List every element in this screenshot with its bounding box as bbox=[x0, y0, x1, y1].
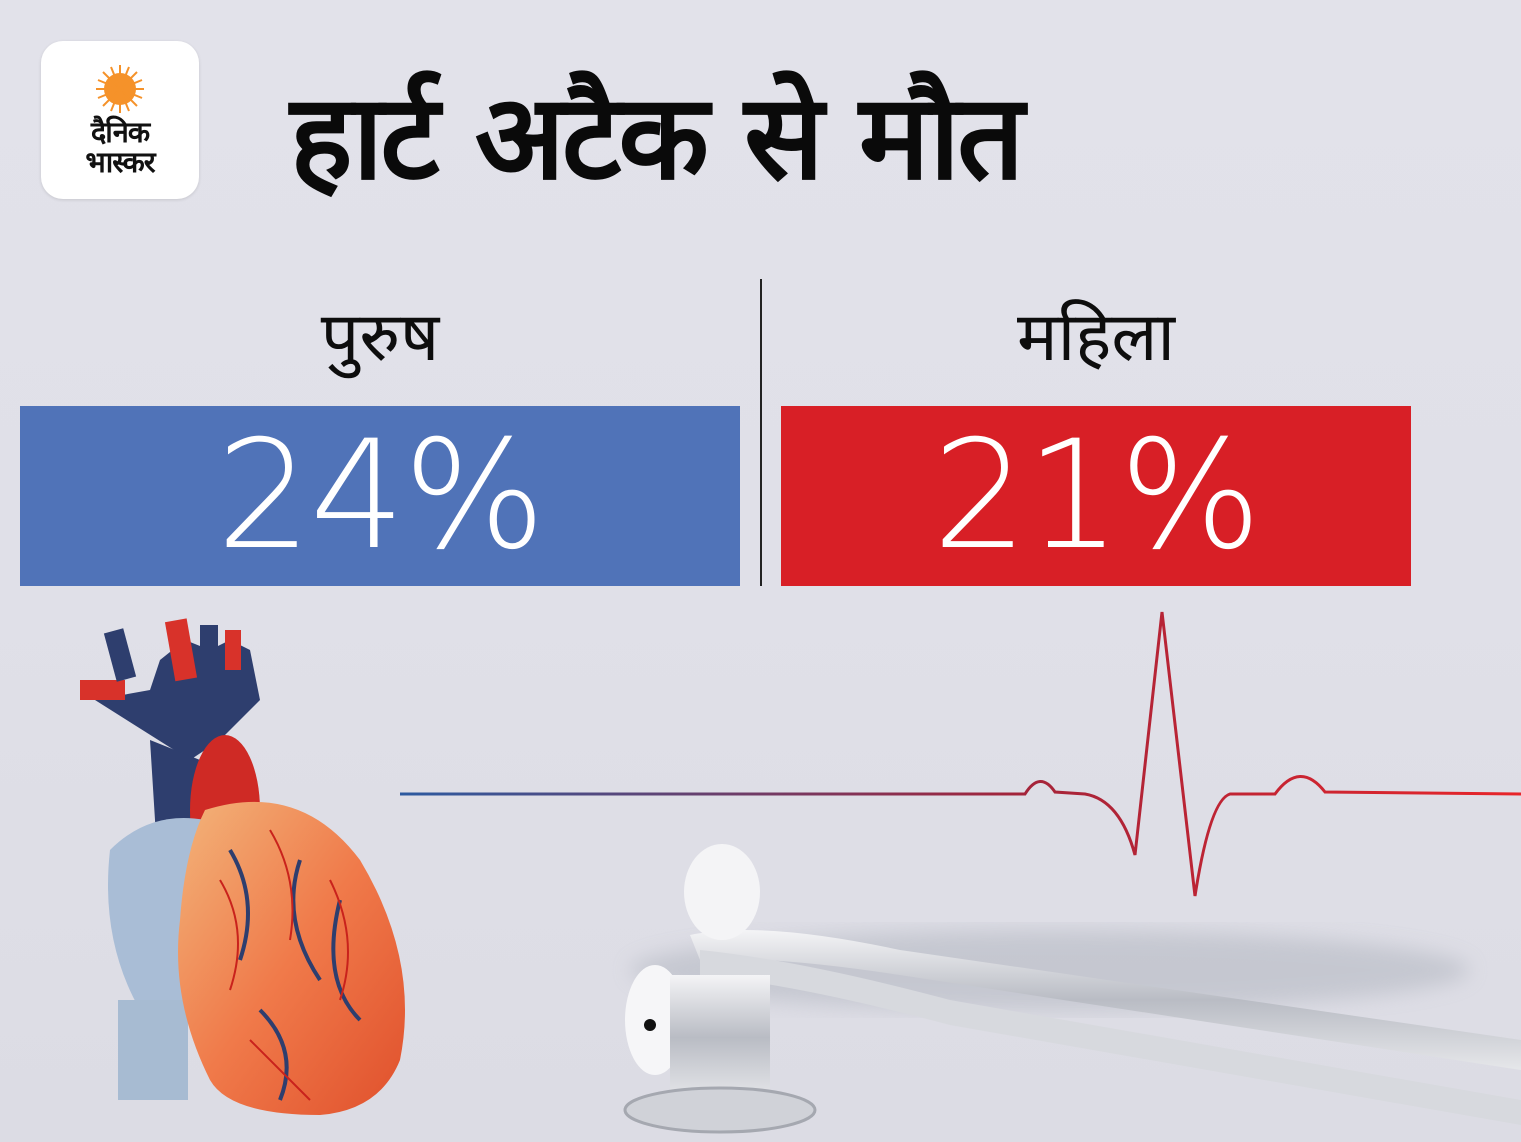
stethoscope-icon bbox=[623, 844, 1521, 1134]
stat-men-value: 24% bbox=[20, 406, 740, 586]
headline: हार्ट अटैक से मौत bbox=[290, 68, 1024, 206]
sun-icon bbox=[96, 65, 144, 113]
label-men: पुरुष bbox=[320, 298, 440, 377]
brand-name-line2: भास्कर bbox=[85, 145, 155, 179]
anatomical-heart-model-icon bbox=[80, 618, 405, 1115]
stat-women-value: 21% bbox=[781, 406, 1411, 586]
divider bbox=[760, 279, 762, 586]
heart-stethoscope-illustration bbox=[80, 618, 1521, 1134]
label-women: महिला bbox=[1016, 298, 1176, 377]
brand-logo: दैनिक भास्कर bbox=[41, 41, 199, 199]
heartbeat-line-icon bbox=[400, 611, 1521, 897]
brand-name-line1: दैनिक bbox=[90, 115, 150, 149]
